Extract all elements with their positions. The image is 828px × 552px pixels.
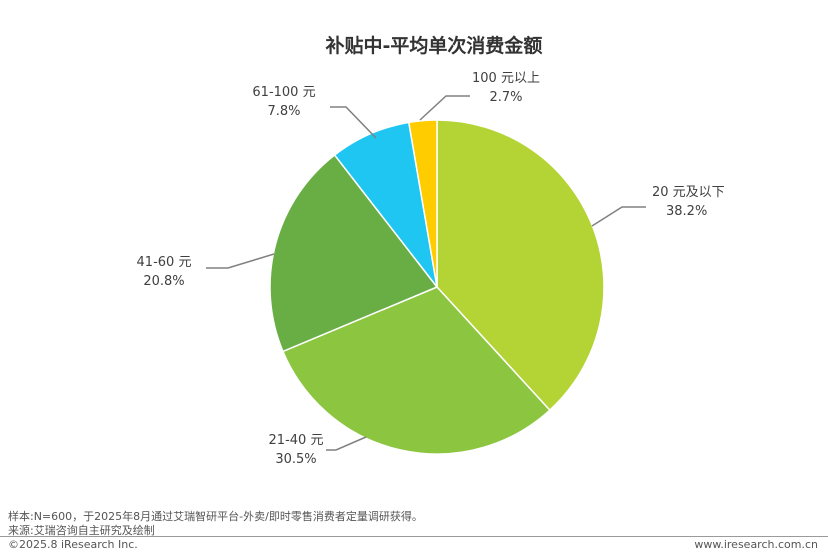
slice-label-5: 100 元以上: [472, 71, 540, 86]
source-note: 来源:艾瑞咨询自主研究及绘制: [8, 524, 155, 537]
leader-line-3: [206, 253, 275, 269]
slice-value-2: 30.5%: [275, 452, 316, 467]
slice-label-2: 21-40 元: [269, 433, 324, 448]
footer-divider: [0, 536, 828, 537]
slice-label-4: 61-100 元: [252, 85, 315, 100]
slice-value-1: 38.2%: [666, 204, 707, 219]
sample-note: 样本:N=600，于2025年8月通过艾瑞智研平台-外卖/即时零售消费者定量调研…: [8, 510, 423, 523]
leader-line-2: [326, 436, 367, 451]
website: www.iresearch.com.cn: [694, 538, 818, 551]
slice-value-3: 20.8%: [143, 274, 184, 289]
slice-label-3: 41-60 元: [137, 255, 192, 270]
pie-slice-3: [269, 153, 439, 353]
leader-line-5: [419, 95, 470, 121]
copyright: ©2025.8 iResearch Inc.: [8, 538, 138, 551]
leader-line-1: [591, 206, 646, 227]
pie-slice-2: [281, 286, 551, 455]
slice-value-4: 7.8%: [267, 104, 300, 119]
chart-title: 补贴中-平均单次消费金额: [326, 34, 543, 57]
pie-slice-5: [407, 119, 438, 288]
slice-label-1: 20 元及以下: [652, 185, 725, 200]
pie-slice-1: [436, 119, 605, 412]
slice-value-5: 2.7%: [489, 90, 522, 105]
leader-line-4: [330, 106, 377, 139]
